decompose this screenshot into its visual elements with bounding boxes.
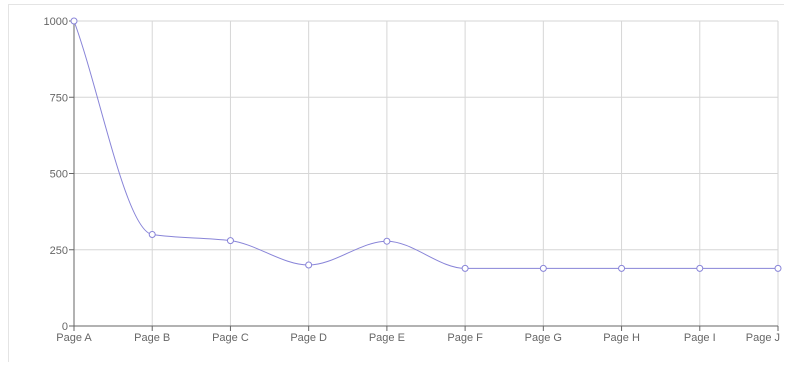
data-point[interactable] [305,261,313,269]
x-tick-label: Page F [447,332,483,344]
y-tick-label: 1000 [44,16,68,28]
data-point[interactable] [70,17,78,25]
x-tick-label: Page B [134,332,170,344]
data-point[interactable] [383,237,391,245]
chart-series [70,17,782,272]
chart-tick-labels: 0 250 500 750 1000 Page A Page B Page C Page D Pa… [44,16,780,344]
y-tick-label: 750 [50,92,68,104]
data-point[interactable] [618,264,626,272]
x-tick-label: Page C [212,332,249,344]
data-point[interactable] [774,264,782,272]
data-point[interactable] [696,264,704,272]
x-tick-label: Page E [369,332,405,344]
x-tick-label: Page I [684,332,716,344]
data-point[interactable] [226,237,234,245]
x-tick-label: Page J [746,332,780,344]
x-tick-label: Page D [290,332,327,344]
x-tick-label: Page G [525,332,562,344]
chart-axes [69,20,779,331]
chart-grid [73,20,779,326]
series-line [73,20,778,269]
data-point[interactable] [148,231,156,238]
x-tick-label: Page H [603,332,640,344]
y-tick-label: 500 [50,169,68,181]
x-tick-label: Page A [56,332,92,344]
chart-card [8,4,784,362]
y-tick-label: 0 [62,321,68,333]
data-point[interactable] [461,264,469,272]
data-point[interactable] [539,264,547,272]
y-tick-label: 250 [50,245,68,257]
